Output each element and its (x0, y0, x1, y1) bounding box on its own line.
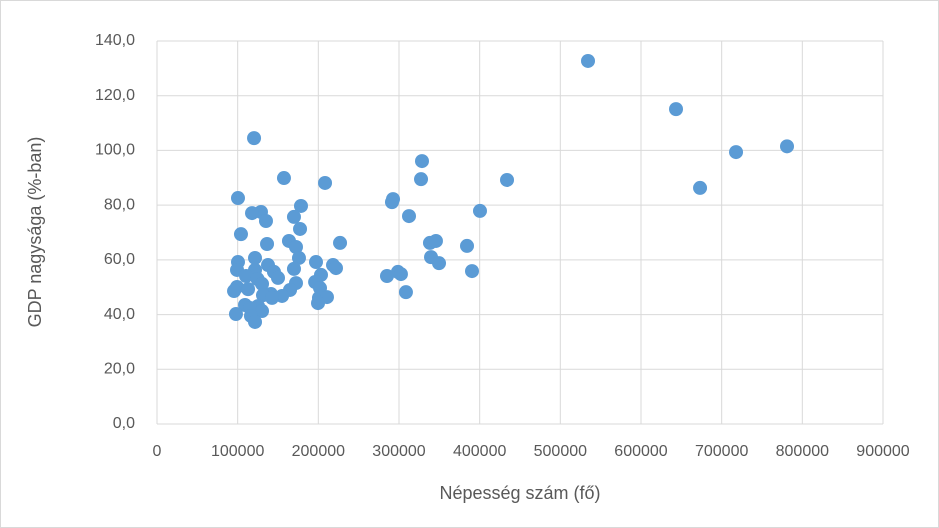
point (780, 139, 795, 154)
point (293, 221, 308, 236)
point (500, 172, 515, 187)
point (414, 154, 429, 169)
point (398, 285, 413, 300)
point (669, 102, 684, 117)
point (432, 256, 447, 271)
point (291, 250, 306, 265)
point (241, 282, 256, 297)
point (729, 145, 744, 160)
x-tick-label: 200000 (292, 443, 345, 460)
point (318, 175, 333, 190)
point (460, 238, 475, 253)
y-tick-label: 60,0 (104, 251, 135, 268)
point (472, 203, 487, 218)
point (247, 131, 262, 146)
point (255, 276, 270, 291)
point (428, 233, 443, 248)
point (333, 235, 348, 250)
point (465, 264, 480, 279)
point (393, 267, 408, 282)
point (328, 261, 343, 276)
point (258, 214, 273, 229)
x-tick-label: 100000 (211, 443, 264, 460)
x-axis-title: Népesség szám (fő) (439, 483, 600, 503)
x-tick-label: 800000 (776, 443, 829, 460)
y-tick-label: 80,0 (104, 196, 135, 213)
x-tick-label: 700000 (695, 443, 748, 460)
point (230, 191, 245, 206)
point (239, 268, 254, 283)
x-tick-label: 600000 (614, 443, 667, 460)
point (276, 171, 291, 186)
point (255, 304, 270, 319)
point (260, 236, 275, 251)
point (248, 250, 263, 265)
y-tick-label: 20,0 (104, 361, 135, 378)
point (265, 290, 280, 305)
point (228, 307, 243, 322)
point (288, 239, 303, 254)
point (693, 180, 708, 195)
point (271, 270, 285, 285)
point (286, 209, 301, 224)
y-tick-label: 140,0 (95, 32, 135, 49)
point (286, 261, 301, 276)
x-tick-label: 300000 (372, 443, 425, 460)
x-tick-label: 900000 (856, 443, 909, 460)
y-tick-label: 40,0 (104, 306, 135, 323)
point (379, 268, 394, 283)
point (248, 314, 263, 329)
x-tick-label: 0 (153, 443, 162, 460)
point (245, 206, 260, 221)
point (293, 198, 308, 213)
point (233, 227, 248, 242)
point (311, 296, 326, 311)
point (308, 255, 323, 270)
x-tick-label: 500000 (534, 443, 587, 460)
y-tick-label: 120,0 (95, 87, 135, 104)
y-axis-title: GDP nagysága (%-ban) (25, 137, 45, 328)
point (384, 195, 399, 210)
point (414, 172, 429, 187)
point (581, 53, 596, 68)
point (402, 209, 417, 224)
y-tick-label: 0,0 (113, 415, 135, 432)
point (227, 284, 242, 299)
y-tick-label: 100,0 (95, 142, 135, 159)
x-tick-label: 400000 (453, 443, 506, 460)
